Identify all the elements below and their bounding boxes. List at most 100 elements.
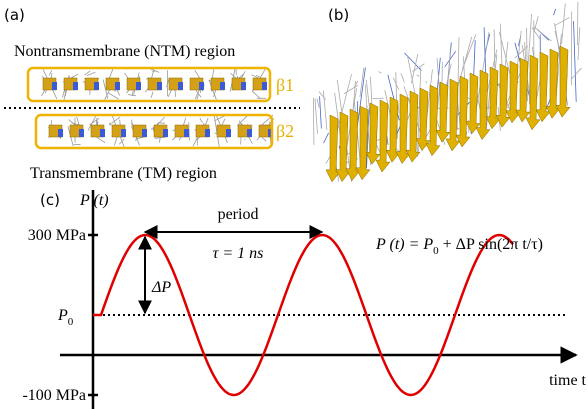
molecule-part — [196, 94, 199, 100]
molecule-part — [397, 103, 400, 114]
tau-label: τ = 1 ns — [213, 245, 264, 262]
molecule-part — [505, 60, 521, 124]
molecule-part — [131, 119, 134, 126]
strand-label: β2 — [276, 121, 294, 141]
molecule-part — [188, 122, 190, 141]
molecule-part — [89, 117, 100, 126]
molecule-part — [48, 70, 53, 76]
molecule-part — [115, 82, 120, 90]
molecule-part — [392, 77, 400, 90]
molecule-part — [461, 34, 477, 70]
molecule-part — [571, 67, 582, 80]
equation-right: + ΔP sin(2π t/τ) — [439, 236, 543, 253]
molecule-part — [319, 96, 322, 129]
molecule-part — [561, 3, 566, 44]
molecule-part — [128, 94, 136, 97]
molecule-part — [109, 116, 121, 126]
molecule-part — [435, 81, 451, 143]
molecule-part — [485, 66, 501, 130]
molecule-part — [366, 108, 370, 168]
molecule-part — [316, 98, 320, 108]
p0-subscript: 0 — [68, 316, 74, 328]
molecule-part — [354, 80, 359, 88]
molecule-part — [445, 78, 461, 152]
strand-box — [26, 66, 272, 103]
molecule-part — [261, 137, 267, 142]
molecule-part — [365, 102, 381, 165]
molecule-part — [553, 17, 570, 27]
molecule-part — [118, 138, 125, 145]
molecule-part — [455, 75, 471, 148]
molecule-part — [322, 90, 328, 130]
molecule-part — [94, 82, 99, 90]
molecule-part — [355, 105, 371, 181]
molecule-part — [343, 84, 359, 95]
molecule-part — [411, 53, 419, 84]
molecule-part — [573, 21, 577, 102]
molecule-part — [199, 82, 204, 90]
molecule-part — [163, 129, 168, 137]
molecule-part — [262, 82, 267, 90]
molecule-part — [531, 27, 541, 40]
panel-label: (a) — [4, 6, 25, 24]
molecule-part — [412, 63, 425, 72]
molecule-part — [335, 111, 351, 183]
molecule-part — [446, 63, 452, 86]
molecule-art — [41, 1, 582, 183]
molecule-part — [400, 73, 405, 83]
molecule-part — [268, 129, 273, 137]
p0-symbol: P — [57, 307, 68, 324]
molecule-part — [577, 27, 581, 61]
period-label: period — [218, 206, 259, 223]
y-tick-label: -100 MPa — [22, 387, 86, 404]
molecule-part — [199, 117, 203, 123]
molecule-part — [475, 69, 491, 141]
molecule-part — [318, 91, 327, 100]
region-label: Nontransmembrane (NTM) region — [14, 43, 235, 60]
molecule-part — [405, 90, 421, 163]
molecule-part — [157, 82, 162, 90]
molecule-part — [237, 115, 248, 126]
molecule-part — [525, 54, 541, 131]
molecule-part — [375, 99, 391, 173]
p0-label: P0 — [57, 307, 74, 328]
molecule-part — [515, 57, 531, 123]
molecule-part — [345, 108, 361, 182]
delta-label: ΔP — [151, 279, 171, 296]
molecule-part — [226, 129, 231, 137]
molecule-part — [256, 75, 260, 78]
molecule-part — [404, 52, 422, 72]
molecule-part — [323, 132, 329, 144]
molecule-part — [385, 96, 401, 163]
molecule-part — [152, 70, 157, 72]
molecule-part — [425, 81, 427, 84]
molecule-part — [545, 48, 561, 119]
molecule-part — [314, 98, 318, 134]
equation-left: P (t) = P — [375, 236, 433, 253]
molecule-part — [535, 51, 551, 123]
panel-label: (c) — [40, 191, 60, 209]
molecule-part — [378, 71, 382, 74]
molecule-part — [252, 90, 261, 100]
molecule-part — [415, 87, 431, 152]
pressure-curve — [93, 233, 514, 397]
molecule-part — [73, 82, 78, 90]
molecule-part — [533, 16, 539, 31]
molecule-part — [100, 129, 105, 137]
strand-box — [34, 113, 274, 150]
molecule-part — [359, 67, 365, 98]
molecule-part — [220, 82, 225, 90]
molecule-part — [247, 129, 252, 137]
molecule-part — [241, 82, 246, 90]
molecule-part — [107, 92, 119, 100]
molecule-part — [108, 68, 114, 80]
molecule-part — [184, 129, 189, 137]
molecule-part — [95, 136, 106, 144]
molecule-part — [444, 50, 457, 68]
molecule-part — [154, 136, 166, 139]
x-axis-label: time t — [549, 372, 586, 389]
y-tick-label: 300 MPa — [28, 227, 86, 244]
molecule-part — [121, 129, 126, 137]
equation-subscript: 0 — [433, 245, 439, 257]
